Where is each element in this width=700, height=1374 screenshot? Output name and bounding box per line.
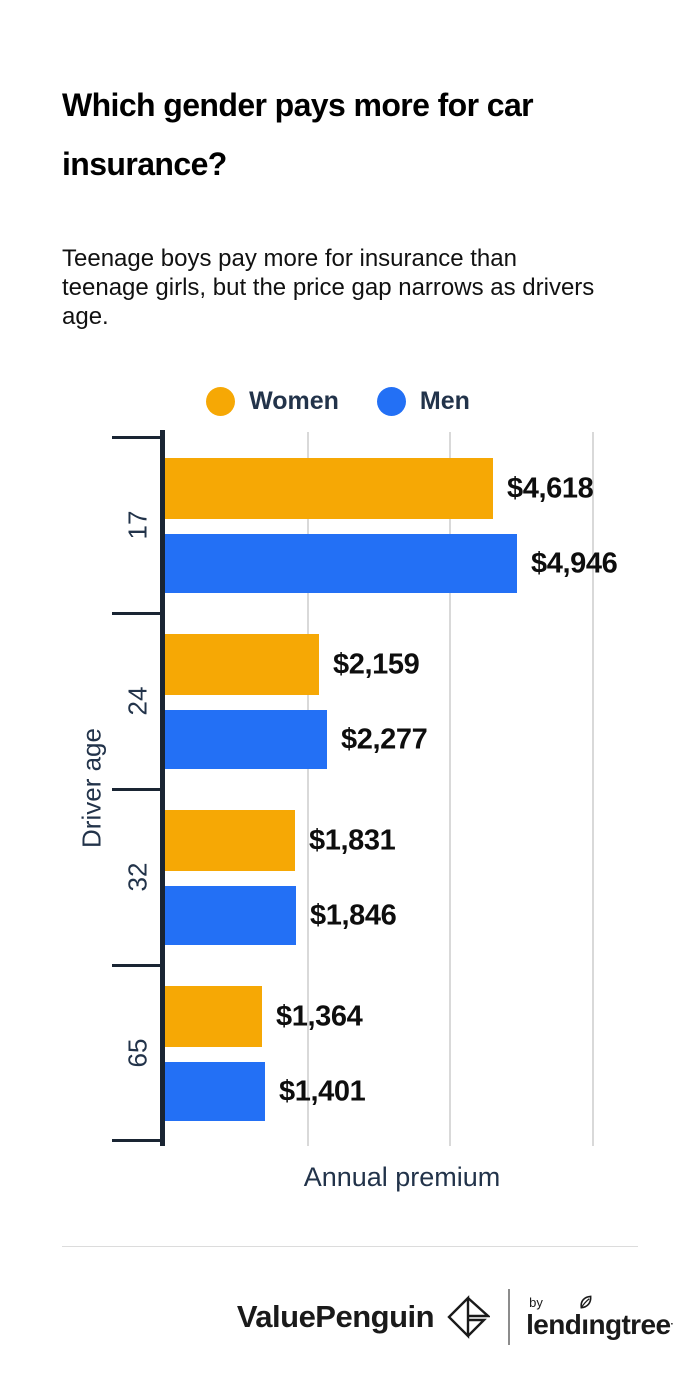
lendingtree-by-label: by (529, 1294, 543, 1310)
value-label: $1,401 (279, 1075, 366, 1108)
value-label: $4,618 (507, 472, 594, 505)
page-subtitle: Teenage boys pay more for insurance than… (62, 245, 595, 331)
y-axis-tick (112, 436, 162, 440)
plot-area: Driver age 17 $4,618 $4,946 24 $2,159 $2,277 3… (62, 430, 638, 1147)
age-label: 24 (122, 687, 153, 716)
bar-women-age-32 (165, 810, 295, 872)
footer: ValuePenguin by lendı ngtree· (167, 1289, 700, 1346)
valuepenguin-logo-icon (447, 1295, 491, 1340)
footer-separator (508, 1289, 511, 1346)
legend-label: Women (249, 386, 339, 415)
lendingtree-trademark: · (670, 1318, 674, 1330)
lendingtree-i: ı (580, 1295, 592, 1340)
age-label: 65 (122, 1039, 153, 1068)
bar-chart: Women Men Driver age 17 $4,618 $4,946 24 $2,1… (62, 385, 638, 1196)
lendingtree-logo: by lendı ngtree· (526, 1294, 674, 1340)
y-axis-tick (112, 964, 162, 968)
value-label: $4,946 (531, 547, 618, 580)
leaf-icon (580, 1295, 592, 1309)
y-axis-title: Driver age (76, 728, 107, 849)
lendingtree-wordmark: lendı ngtree· (526, 1295, 674, 1340)
chart-legend: Women Men (50, 385, 626, 417)
gridline (307, 432, 309, 1147)
gridline (449, 432, 451, 1147)
x-axis-title: Annual premium (303, 1162, 501, 1193)
value-label: $2,159 (333, 648, 420, 681)
footer-divider (62, 1246, 638, 1248)
page-title: Which gender pays more for car insurance… (62, 87, 534, 183)
value-label: $1,846 (310, 899, 397, 932)
bar-men-age-24 (165, 710, 327, 770)
y-axis-line (160, 430, 165, 1147)
x-axis-row: Annual premium (62, 1162, 638, 1196)
legend-dot-men (376, 386, 406, 416)
legend-dot-women (206, 386, 236, 416)
bar-women-age-65 (165, 986, 262, 1048)
bar-women-age-24 (165, 634, 319, 696)
value-label: $1,364 (276, 1000, 363, 1033)
valuepenguin-wordmark: ValuePenguin (236, 1299, 435, 1335)
bar-men-age-32 (165, 886, 296, 946)
legend-item-women: Women (206, 386, 339, 416)
y-axis-tick (112, 612, 162, 616)
value-label: $2,277 (341, 723, 428, 756)
value-label: $1,831 (309, 824, 396, 857)
legend-label: Men (419, 386, 470, 415)
y-axis-tick (112, 788, 162, 792)
bar-women-age-17 (165, 458, 493, 520)
bar-men-age-65 (165, 1062, 265, 1122)
bar-men-age-17 (165, 534, 517, 594)
gridline (592, 432, 594, 1147)
legend-item-men: Men (376, 386, 470, 416)
age-label: 32 (122, 863, 153, 892)
age-label: 17 (122, 511, 153, 540)
y-axis-tick (112, 1139, 162, 1143)
